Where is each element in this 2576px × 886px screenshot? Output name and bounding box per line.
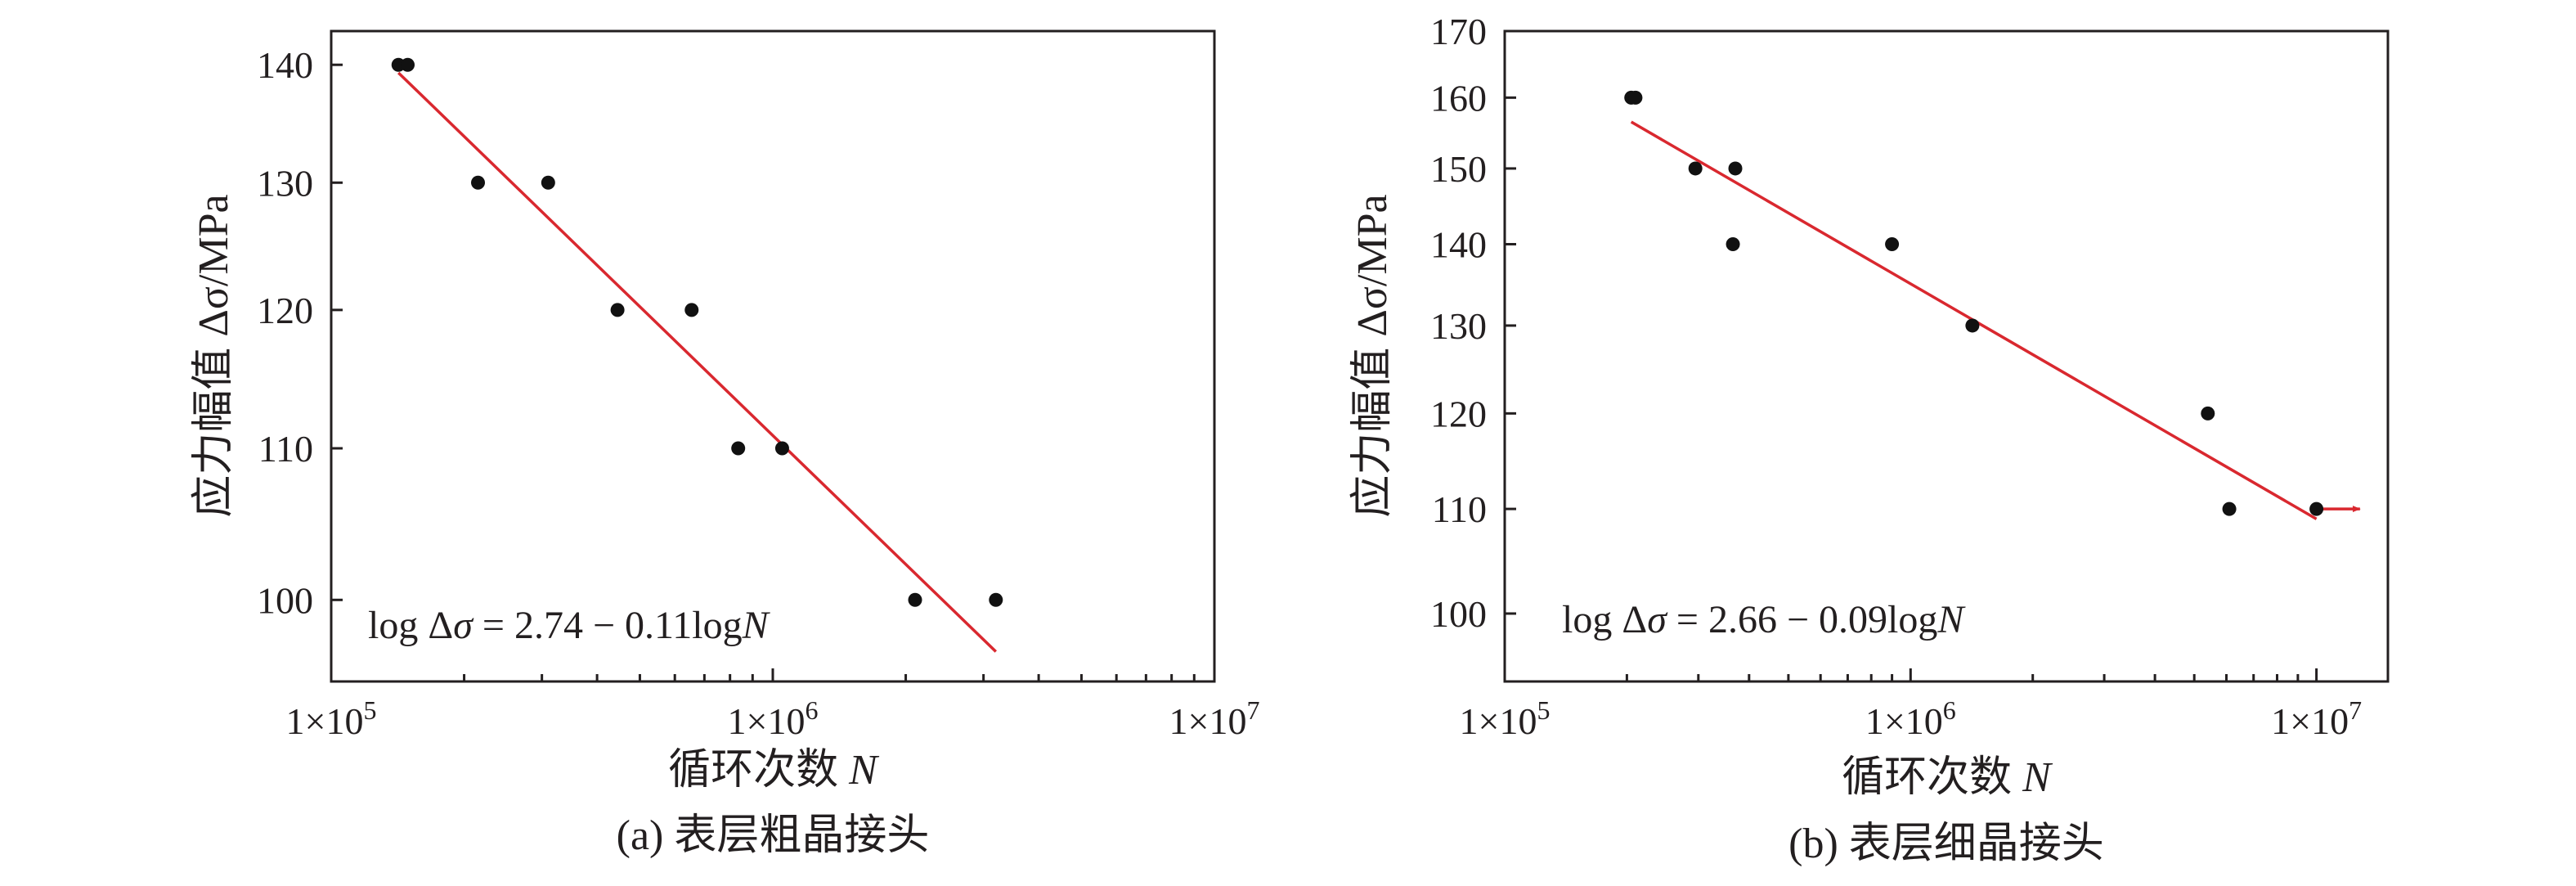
equation-a-pre: log Δ [368, 604, 453, 647]
caption-a: (a) 表层粗晶接头 [617, 812, 930, 859]
data-point-a [610, 303, 625, 317]
fit-line-a [397, 71, 997, 653]
equation-b: log Δσ = 2.66 − 0.09logN [1562, 598, 1966, 641]
equation-b-mid: = 2.66 − 0.09log [1667, 598, 1937, 641]
x-tick-label-b: 1×106 [1865, 695, 1956, 742]
y-tick-label-b: 170 [1430, 11, 1487, 52]
y-axis-label-b: 应力幅值 Δσ/MPa [1349, 194, 1396, 517]
plot-frame-a [330, 29, 1216, 683]
x-axis-label-b-text: 循环次数 [1842, 754, 2012, 801]
y-tick-label-a: 110 [258, 428, 313, 470]
data-point-b [1628, 90, 1643, 105]
y-tick-label-b: 140 [1430, 224, 1487, 266]
x-axis-label-a-text: 循环次数 [668, 747, 838, 794]
data-point-a [471, 175, 486, 190]
y-tick-label-b: 160 [1430, 77, 1487, 119]
x-tick-label-b: 1×105 [1460, 695, 1551, 742]
data-point-b [2222, 501, 2237, 516]
x-tick-label-a: 1×105 [286, 695, 377, 742]
data-point-b [1965, 318, 1980, 333]
x-tick-label-b: 1×107 [2271, 695, 2362, 742]
data-point-b [2309, 501, 2324, 516]
data-point-a [731, 441, 746, 456]
y-tick-label-b: 120 [1430, 393, 1487, 434]
points-a [391, 57, 1003, 607]
x-axis-a: 1×105 1×106 1×107 [286, 668, 1260, 742]
equation-b-pre: log Δ [1562, 598, 1647, 641]
data-point-b [1728, 161, 1743, 176]
x-axis-label-b: 循环次数 N [1842, 754, 2053, 801]
data-point-a [401, 57, 415, 72]
equation-a: log Δσ = 2.74 − 0.11logN [368, 604, 771, 647]
x-axis-label-a: 循环次数 N [668, 747, 880, 794]
x-axis-label-b-gap [2012, 754, 2022, 801]
y-axis-a: 100 110 120 130 140 [257, 44, 343, 621]
y-tick-label-b: 130 [1430, 305, 1487, 347]
data-point-a [774, 441, 789, 456]
caption-b: (b) 表层细晶接头 [1788, 821, 2104, 867]
y-tick-label-a: 120 [257, 290, 313, 331]
data-point-b [1885, 237, 1900, 252]
x-tick-label-a: 1×106 [728, 695, 819, 742]
data-point-b [1688, 161, 1703, 176]
equation-b-sym: σ [1647, 598, 1668, 641]
plot-frame-b [1503, 29, 2390, 683]
y-tick-label-a: 100 [257, 579, 313, 621]
chart-panel-b: 100 110 120 130 140 150 160 170 1×105 1×106 1×107… [1349, 11, 2390, 867]
y-tick-label-b: 110 [1432, 488, 1487, 530]
y-tick-label-a: 140 [257, 44, 313, 86]
data-point-a [989, 592, 1003, 607]
equation-a-var: N [742, 604, 771, 647]
x-axis-label-b-var: N [2022, 754, 2053, 801]
y-axis-label-a: 应力幅值 Δσ/MPa [191, 194, 237, 517]
data-point-a [541, 175, 555, 190]
data-point-a [908, 592, 922, 607]
y-tick-label-a: 130 [257, 162, 313, 204]
equation-b-var: N [1936, 598, 1966, 641]
equation-a-sym: σ [453, 604, 474, 647]
data-point-a [684, 303, 699, 317]
x-tick-label-a: 1×107 [1169, 695, 1260, 742]
x-axis-label-a-gap [838, 747, 849, 794]
x-axis-label-a-var: N [848, 747, 880, 794]
y-tick-label-b: 150 [1430, 148, 1487, 190]
data-point-b [1726, 237, 1740, 252]
points-b [1624, 90, 2324, 516]
y-tick-label-b: 100 [1430, 593, 1487, 635]
chart-panel-a: 100 110 120 130 140 1×105 1×106 1×107 log Δσ =… [191, 29, 1260, 859]
x-axis-b: 1×105 1×106 1×107 [1460, 668, 2362, 742]
data-point-b [2201, 406, 2215, 421]
y-axis-b: 100 110 120 130 140 150 160 170 [1430, 11, 1516, 635]
equation-a-mid: = 2.74 − 0.11log [473, 604, 743, 647]
